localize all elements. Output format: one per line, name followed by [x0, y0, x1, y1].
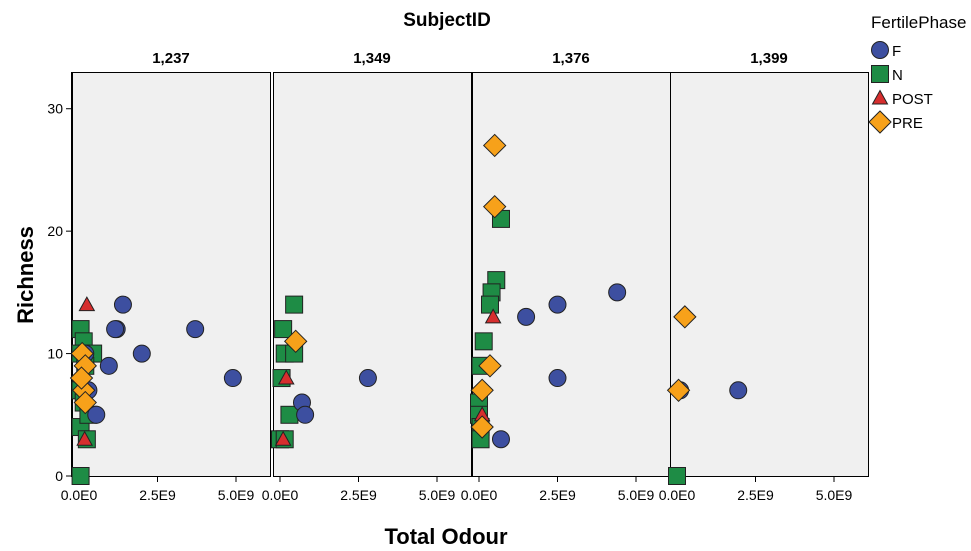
x-axis-title: Total Odour: [384, 524, 507, 549]
facet-panels: 1,237 0.0E0 2.5E9 5.0E9 1,349 0.0E0 2.5E9 5.0E9…: [61, 50, 869, 503]
legend-marker-f: [871, 41, 889, 59]
x-tick-label: 0.0E0: [659, 487, 696, 503]
data-point-f: [608, 283, 627, 302]
x-tick-label: 0.0E0: [461, 487, 498, 503]
legend-label: F: [892, 43, 901, 60]
data-point-f: [517, 307, 536, 326]
x-tick-label: 0.0E0: [262, 487, 299, 503]
data-point-n: [285, 295, 304, 314]
x-tick-label: 2.5E9: [139, 487, 176, 503]
facet-title: SubjectID: [403, 10, 491, 31]
data-point-f: [99, 356, 118, 375]
x-tick-label: 5.0E9: [419, 487, 456, 503]
data-point-f: [296, 405, 315, 424]
data-point-f: [132, 344, 151, 363]
y-tick-label: 0: [55, 468, 63, 484]
data-point-f: [491, 430, 510, 449]
data-point-n: [274, 320, 293, 339]
data-point-n: [480, 295, 499, 314]
x-tick-label: 2.5E9: [340, 487, 377, 503]
data-point-f: [106, 320, 125, 339]
x-tick-label: 0.0E0: [61, 487, 98, 503]
data-point-pre: [470, 378, 494, 403]
panel-title: 1,399: [750, 50, 788, 67]
data-point-f: [113, 295, 132, 314]
y-axis: 0 10 20 30: [47, 72, 72, 484]
legend: FertilePhase FN POST PRE: [868, 13, 966, 134]
data-point-f: [87, 405, 106, 424]
y-axis-title: Richness: [13, 226, 38, 324]
data-point-pre: [470, 415, 494, 439]
data-point-f: [548, 369, 567, 388]
legend-marker-post: [871, 89, 889, 105]
data-point-pre: [673, 305, 697, 329]
data-point-post: [484, 308, 502, 324]
data-point-post: [78, 296, 96, 312]
legend-label: POST: [892, 91, 933, 108]
data-point-f: [358, 369, 377, 388]
data-point-pre: [478, 354, 502, 378]
panel-title: 1,237: [152, 50, 190, 67]
x-tick-label: 5.0E9: [218, 487, 255, 503]
data-point-pre: [73, 390, 97, 415]
panel-title: 1,376: [552, 50, 590, 67]
data-point-pre: [283, 329, 308, 354]
panel-background: [472, 72, 671, 477]
data-point-pre: [482, 194, 507, 219]
data-point-pre: [666, 378, 691, 403]
x-tick-label: 5.0E9: [816, 487, 853, 503]
data-point-f: [223, 369, 242, 388]
data-point-pre: [482, 133, 507, 158]
data-point-post: [76, 430, 94, 446]
panel-background: [670, 72, 869, 477]
legend-label: PRE: [892, 115, 923, 132]
facet-panel: 1,237 0.0E0 2.5E9 5.0E9: [61, 50, 271, 503]
y-tick-label: 30: [47, 101, 63, 117]
data-point-n: [474, 332, 493, 351]
data-point-f: [729, 381, 748, 400]
y-tick-label: 10: [47, 346, 63, 362]
panel-title: 1,349: [353, 50, 391, 67]
legend-title: FertilePhase: [871, 13, 966, 32]
panel-background: [72, 72, 271, 477]
data-point-n: [280, 405, 299, 424]
facet-panel: 1,376 0.0E0 2.5E9 5.0E9: [461, 50, 671, 503]
legend-marker-pre: [868, 110, 892, 134]
facet-panel: 1,399 0.0E0 2.5E9 5.0E9: [659, 50, 869, 503]
x-tick-label: 2.5E9: [539, 487, 576, 503]
data-point-f: [548, 295, 567, 314]
data-point-n: [71, 467, 90, 485]
data-point-post: [277, 369, 295, 385]
x-tick-label: 5.0E9: [618, 487, 655, 503]
data-point-f: [186, 320, 205, 339]
x-tick-label: 2.5E9: [737, 487, 774, 503]
facet-panel: 1,349 0.0E0 2.5E9 5.0E9: [262, 50, 472, 503]
legend-marker-n: [871, 65, 889, 83]
data-point-n: [668, 467, 686, 485]
data-point-pre: [69, 366, 94, 390]
legend-label: N: [892, 67, 903, 84]
y-tick-label: 20: [47, 223, 63, 239]
data-point-post: [274, 430, 292, 446]
